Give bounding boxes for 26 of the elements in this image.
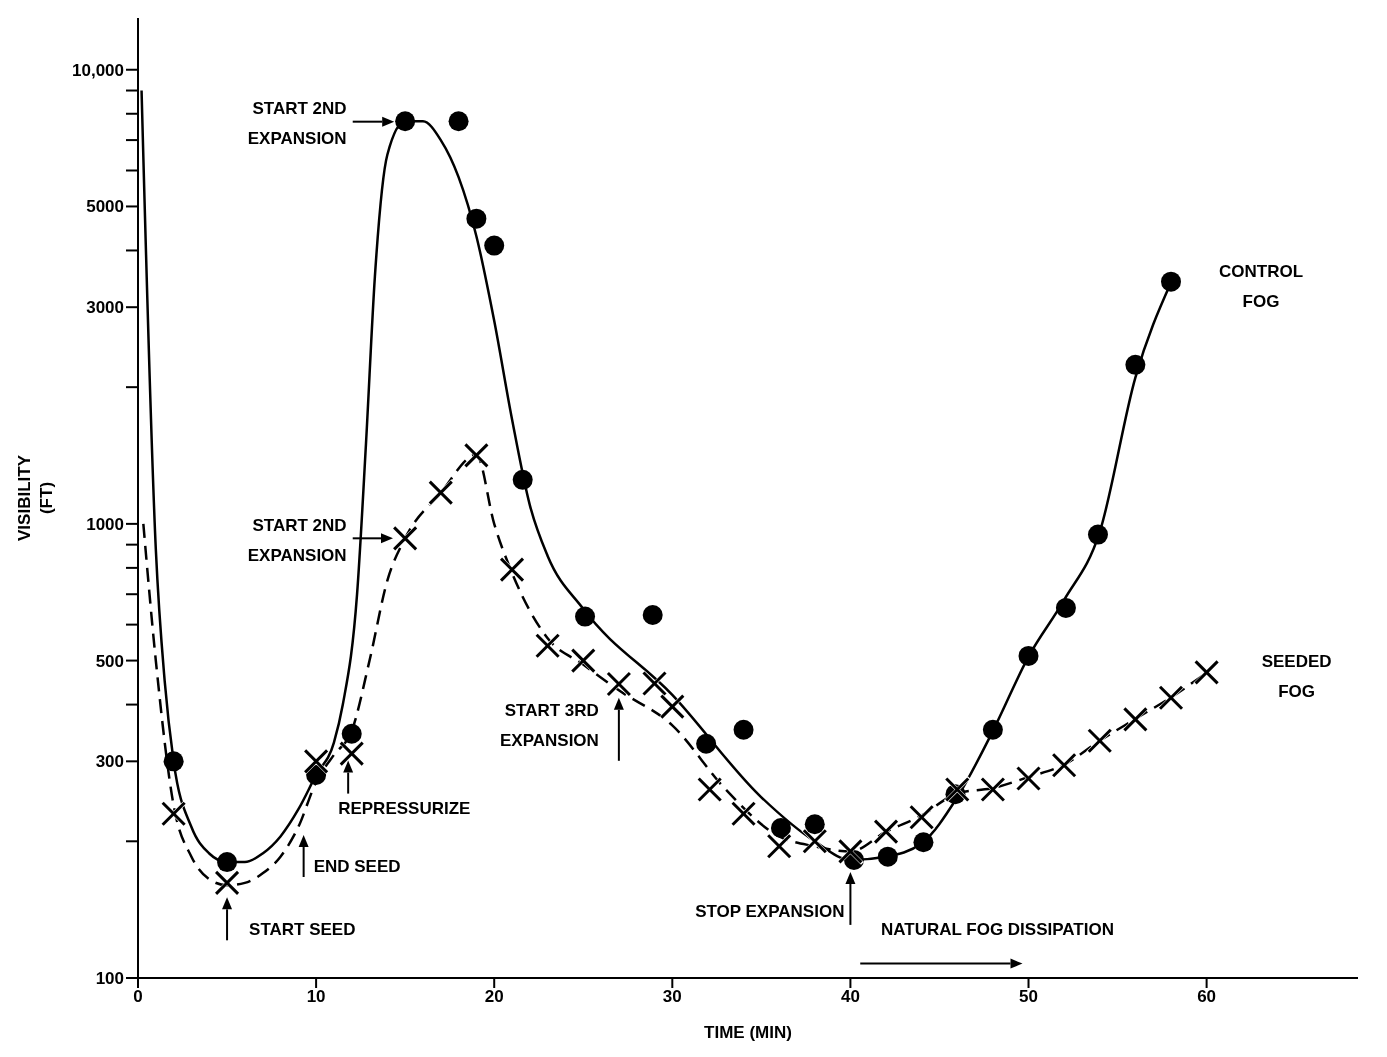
x-tick-label: 50 (1019, 987, 1038, 1007)
annotation: START 2ND EXPANSION (247, 99, 347, 148)
x-tick-label: 30 (662, 987, 682, 1007)
y-tick-label: 5000 (86, 197, 124, 217)
x-axis-title: TIME (MIN) (704, 1023, 792, 1042)
x-tick-label: 10 (306, 987, 326, 1007)
text: SEEDED FOG (1261, 652, 1332, 702)
y-tick-label: 500 (95, 651, 124, 671)
annotation: START SEED (249, 920, 356, 940)
x-tick-label: 60 (1197, 987, 1217, 1007)
annotation: START 2ND EXPANSION (247, 515, 347, 565)
y-tick-label: 10,000 (72, 60, 124, 80)
text: CONTROL FOG (1218, 261, 1304, 311)
annotation: NATURAL FOG DISSIPATION (880, 919, 1114, 939)
annotation: REPRESSURIZE (338, 798, 471, 818)
y-tick-label: 1000 (86, 514, 124, 534)
x-tick-label: 0 (133, 987, 143, 1007)
y-tick-label: 3000 (86, 298, 124, 318)
annotation: START 3RD EXPANSION (500, 700, 599, 750)
x-tick-label: 20 (484, 987, 504, 1007)
annotation: END SEED (313, 857, 401, 877)
y-axis-title: VISIBILITY (FT) (15, 454, 56, 541)
y-tick-label: 300 (95, 752, 124, 772)
annotation: STOP EXPANSION (695, 901, 845, 921)
x-tick-label: 40 (840, 987, 860, 1007)
y-tick-label: 100 (95, 969, 124, 989)
